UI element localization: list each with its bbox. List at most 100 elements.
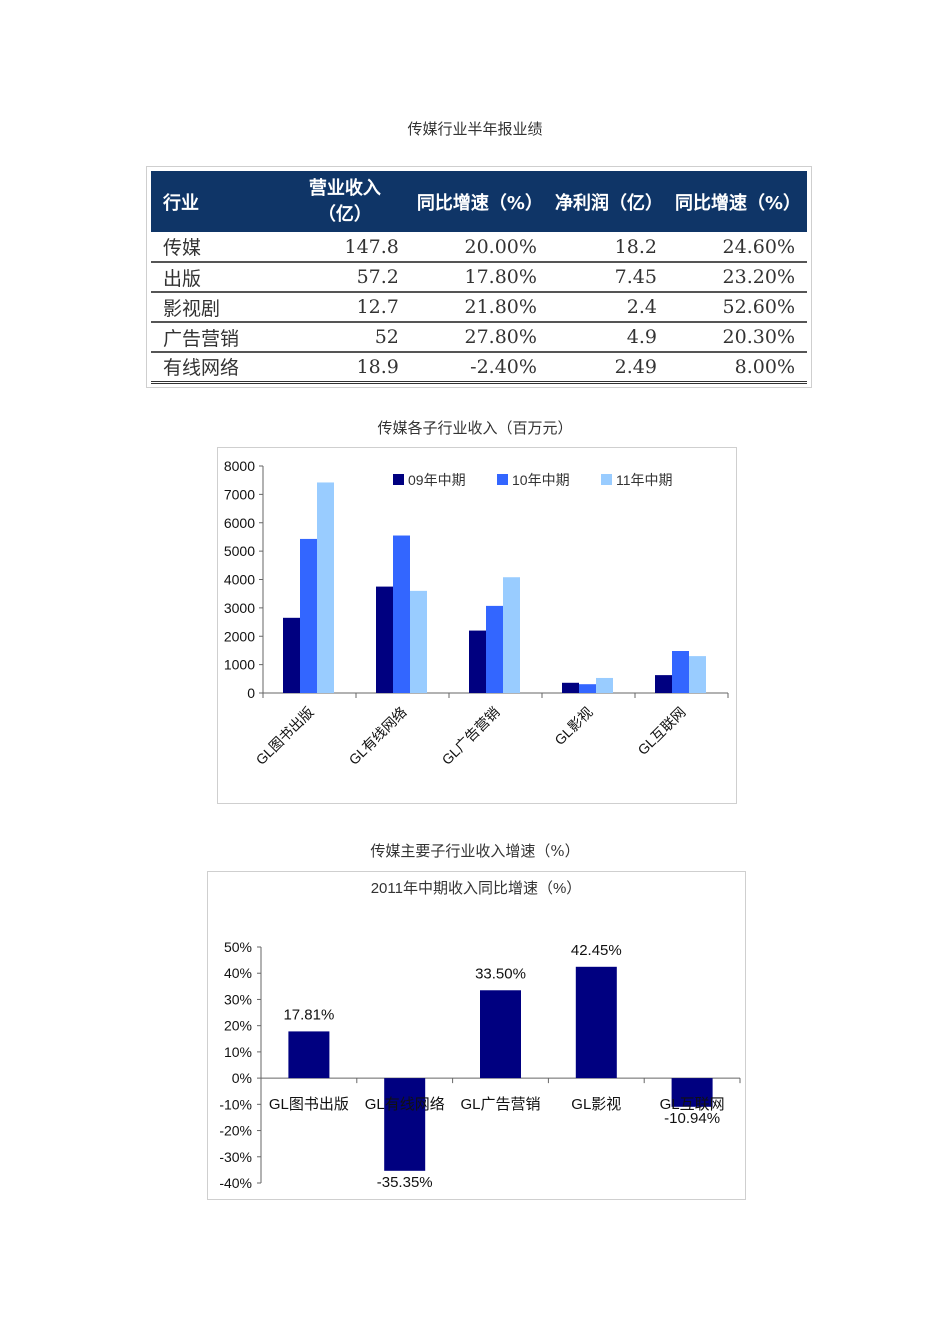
bar: [384, 1078, 426, 1171]
header-industry: 行业: [163, 192, 199, 214]
bar: [469, 630, 486, 693]
chart1-caption: 传媒各子行业收入（百万元）: [377, 419, 573, 437]
chart2-caption: 传媒主要子行业收入增速（%）: [370, 842, 580, 860]
value-cell: 147.8: [344, 235, 399, 258]
table-row: 广告营销 52 27.80% 4.9 20.30%: [151, 322, 807, 352]
value-cell: -2.40%: [470, 355, 537, 378]
bar: [655, 675, 672, 693]
bar: [410, 590, 427, 693]
y-tick-label: 5000: [224, 543, 255, 559]
legend-swatch: [601, 474, 612, 485]
x-category-label: GL广告营销: [438, 704, 502, 768]
bar: [480, 990, 521, 1079]
table-header-row: 行业 营业收入 （亿） 同比增速（%） 净利润（亿） 同比增速（%）: [151, 171, 807, 232]
y-tick-label: -20%: [219, 1123, 252, 1139]
y-tick-label: 8000: [224, 458, 255, 474]
x-category-label: GL互联网: [660, 1096, 725, 1113]
bar: [288, 1031, 330, 1079]
bar: [579, 684, 596, 693]
value-cell: 18.9: [356, 355, 399, 378]
revenue-chart-svg: 0 1000 2000 3000 4000 5000 6000 7000 8000 GL图书出版 G…: [224, 458, 729, 768]
x-category-label: GL影视: [571, 1096, 621, 1113]
value-cell: 57.2: [356, 266, 399, 288]
table-row: 出版 57.2 17.80% 7.45 23.20%: [151, 262, 807, 292]
x-category-label: GL图书出版: [269, 1096, 349, 1113]
value-cell: 12.7: [356, 296, 399, 318]
value-cell: 24.60%: [722, 235, 795, 258]
industry-cell: 影视剧: [163, 297, 221, 320]
y-tick-label: 4000: [224, 572, 255, 588]
value-cell: 2.4: [626, 296, 657, 318]
industry-cell: 广告营销: [163, 327, 240, 350]
x-category-label: GL广告营销: [460, 1096, 540, 1113]
value-cell: 18.2: [614, 235, 657, 258]
bar: [283, 617, 300, 693]
value-cell: 27.80%: [464, 326, 537, 348]
data-label: -10.94%: [664, 1110, 720, 1127]
bar: [575, 966, 617, 1079]
y-tick-label: -30%: [219, 1149, 252, 1165]
bar: [486, 605, 503, 693]
legend-swatch: [393, 474, 404, 485]
value-cell: 7.45: [614, 266, 657, 288]
x-category-label: GL互联网: [634, 704, 688, 758]
y-tick-label: 40%: [224, 965, 252, 981]
legend-swatch: [497, 474, 508, 485]
y-tick-label: 10%: [224, 1044, 252, 1060]
header-profit-growth: 同比增速（%）: [674, 192, 801, 214]
y-tick-label: 6000: [224, 515, 255, 531]
y-tick-label: 7000: [224, 486, 255, 502]
value-cell: 52.60%: [722, 296, 795, 318]
table-row: 传媒 147.8 20.00% 18.2 24.60%: [151, 232, 807, 262]
growth-chart-svg: 2011年中期收入同比增速（%） 50% 40% 30% 20% 10% 0% -10% -20…: [219, 880, 741, 1191]
bar: [671, 1078, 713, 1107]
bar: [672, 651, 689, 693]
y-tick-label: 3000: [224, 600, 255, 616]
header-revenue-line2: （亿）: [317, 203, 372, 225]
x-category-label: GL有线网络: [365, 1096, 445, 1113]
value-cell: 20.30%: [722, 326, 795, 348]
value-cell: 2.49: [614, 355, 657, 378]
header-revenue: 营业收入 （亿）: [279, 171, 411, 232]
header-revenue-growth: 同比增速（%）: [416, 192, 543, 214]
data-label: 33.50%: [475, 965, 526, 982]
bar: [317, 482, 334, 693]
header-net-profit: 净利润（亿）: [554, 192, 663, 214]
x-category-label: GL有线网络: [345, 704, 409, 768]
value-cell: 4.9: [626, 326, 657, 348]
growth-bar-chart: 2011年中期收入同比增速（%） 50% 40% 30% 20% 10% 0% -10% -20…: [207, 871, 746, 1200]
legend-label: 11年中期: [616, 472, 673, 488]
industry-cell: 传媒: [163, 237, 202, 259]
performance-table-container: 行业 营业收入 （亿） 同比增速（%） 净利润（亿） 同比增速（%） 传媒 147…: [146, 166, 812, 388]
bar: [503, 577, 520, 693]
chart-title: 2011年中期收入同比增速（%）: [371, 880, 582, 897]
y-tick-label: -40%: [219, 1175, 252, 1191]
y-tick-label: 20%: [224, 1018, 252, 1034]
value-cell: 17.80%: [464, 266, 537, 288]
y-tick-label: 0%: [232, 1070, 252, 1086]
industry-cell: 出版: [163, 267, 202, 290]
bar: [689, 656, 706, 693]
legend-label: 09年中期: [408, 472, 466, 488]
data-label: 42.45%: [571, 942, 622, 959]
y-tick-label: -10%: [219, 1096, 252, 1112]
table-row: 影视剧 12.7 21.80% 2.4 52.60%: [151, 292, 807, 322]
legend-label: 10年中期: [512, 472, 570, 488]
revenue-bar-chart: 0 1000 2000 3000 4000 5000 6000 7000 8000 GL图书出版 G…: [217, 447, 737, 804]
bar: [300, 538, 317, 693]
value-cell: 20.00%: [464, 235, 537, 258]
y-tick-label: 1000: [224, 657, 255, 673]
bar: [562, 682, 579, 693]
bar: [596, 677, 613, 693]
y-tick-label: 30%: [224, 991, 252, 1007]
x-category-label: GL影视: [551, 704, 595, 748]
table-caption: 传媒行业半年报业绩: [407, 120, 543, 138]
y-tick-label: 0: [247, 685, 255, 701]
bar: [376, 586, 393, 693]
bar: [393, 535, 410, 693]
x-category-label: GL图书出版: [252, 704, 316, 768]
y-tick-label: 50%: [224, 939, 252, 955]
value-cell: 52: [374, 326, 399, 348]
industry-cell: 有线网络: [163, 357, 240, 380]
performance-table: 行业 营业收入 （亿） 同比增速（%） 净利润（亿） 同比增速（%） 传媒 147…: [151, 171, 807, 384]
